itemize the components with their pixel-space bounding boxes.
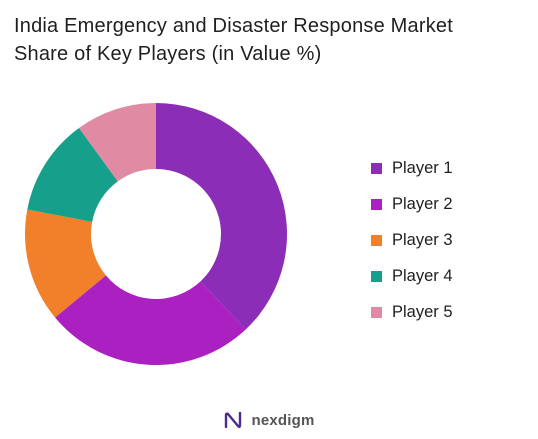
legend-item-player-3: Player 3 xyxy=(371,222,453,258)
brand-footer: nexdigm xyxy=(0,410,538,430)
donut-slice-5 xyxy=(79,103,156,182)
legend-swatch-player-2 xyxy=(371,198,382,210)
nexdigm-logo-icon xyxy=(223,410,243,430)
legend-item-player-5: Player 5 xyxy=(371,294,453,330)
legend-swatch-player-1 xyxy=(371,162,382,174)
legend-label-player-4: Player 4 xyxy=(392,267,453,285)
donut-slice-2 xyxy=(55,275,246,365)
chart-title-line-2: Share of Key Players (in Value %) xyxy=(14,43,322,65)
legend-item-player-1: Player 1 xyxy=(371,150,453,186)
donut-slice-3 xyxy=(25,209,106,318)
legend-swatch-player-3 xyxy=(371,234,382,246)
chart-title: India Emergency and Disaster Response Ma… xyxy=(14,12,534,68)
legend-swatch-player-5 xyxy=(371,306,382,318)
legend-label-player-1: Player 1 xyxy=(392,159,453,177)
legend-label-player-3: Player 3 xyxy=(392,231,453,249)
legend-label-player-2: Player 2 xyxy=(392,195,453,213)
donut-slice-4 xyxy=(27,128,118,222)
brand-name: nexdigm xyxy=(251,411,315,429)
legend-item-player-4: Player 4 xyxy=(371,258,453,294)
donut-slice-1 xyxy=(156,103,288,330)
legend-item-player-2: Player 2 xyxy=(371,186,453,222)
legend-swatch-player-4 xyxy=(371,270,382,282)
chart-legend: Player 1 Player 2 Player 3 Player 4 Play… xyxy=(371,150,453,330)
legend-label-player-5: Player 5 xyxy=(392,303,453,321)
chart-title-line-1: India Emergency and Disaster Response Ma… xyxy=(14,15,454,37)
